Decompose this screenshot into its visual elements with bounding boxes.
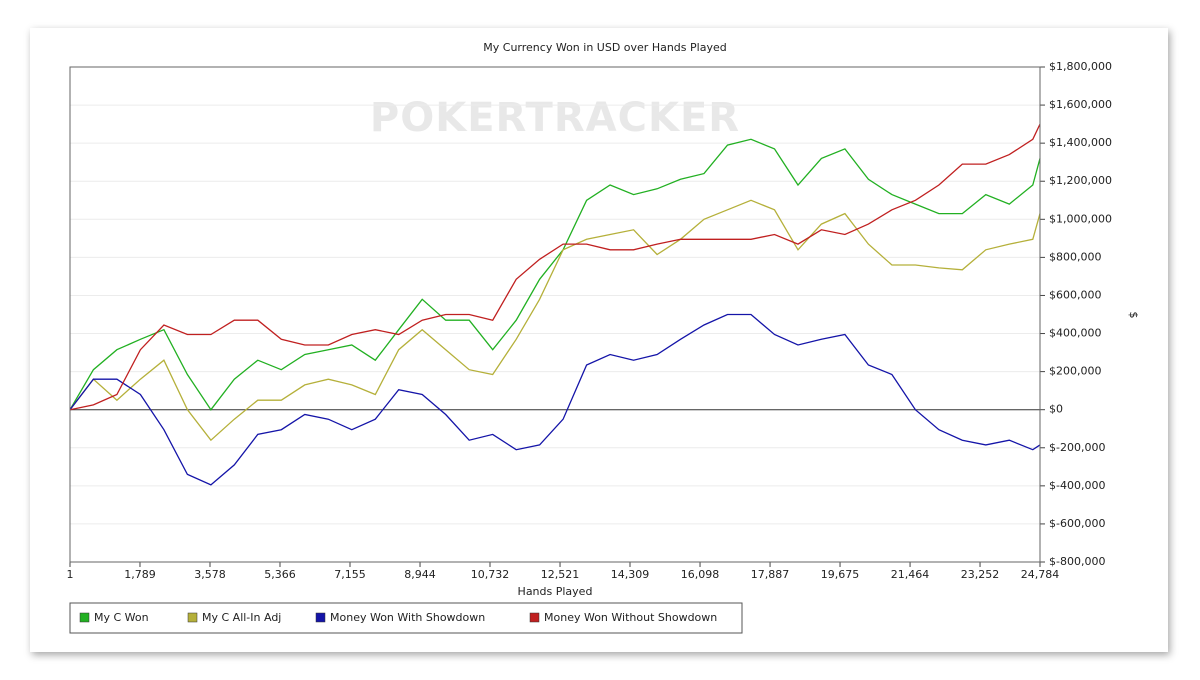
x-tick-label: 1,789 <box>124 568 156 581</box>
legend-swatch <box>187 612 198 623</box>
x-tick-label: 8,944 <box>404 568 436 581</box>
x-tick-label: 17,887 <box>751 568 790 581</box>
x-tick-label: 10,732 <box>471 568 510 581</box>
y-tick-label: $400,000 <box>1049 327 1102 340</box>
legend-label: My C Won <box>94 611 149 624</box>
y-tick-label: $200,000 <box>1049 365 1102 378</box>
x-tick-label: 3,578 <box>194 568 226 581</box>
chart-title: My Currency Won in USD over Hands Played <box>483 41 726 54</box>
y-tick-label: $1,200,000 <box>1049 174 1112 187</box>
x-tick-label: 23,252 <box>961 568 1000 581</box>
legend-swatch <box>79 612 90 623</box>
y-tick-label: $0 <box>1049 403 1063 416</box>
legend-label: Money Won With Showdown <box>330 611 485 624</box>
series-line <box>69 199 1041 442</box>
legend-swatch <box>529 612 540 623</box>
y-tick-label: $1,400,000 <box>1049 136 1112 149</box>
y-tick-label: $1,600,000 <box>1049 98 1112 111</box>
y-tick-label: $600,000 <box>1049 288 1102 301</box>
legend-label: Money Won Without Showdown <box>544 611 717 624</box>
x-tick-label: 12,521 <box>541 568 580 581</box>
x-axis-label: Hands Played <box>518 585 593 598</box>
series-line <box>69 313 1041 486</box>
y-axis-label: $ <box>1127 312 1140 319</box>
series-line <box>69 123 1041 411</box>
x-tick-label: 24,784 <box>1021 568 1060 581</box>
x-tick-label: 5,366 <box>264 568 296 581</box>
legend-swatch <box>315 612 326 623</box>
watermark: POKERTRACKER <box>370 95 740 141</box>
legend-label: My C All-In Adj <box>202 611 281 624</box>
x-tick-label: 16,098 <box>681 568 720 581</box>
x-tick-label: 19,675 <box>821 568 860 581</box>
y-tick-label: $1,800,000 <box>1049 60 1112 73</box>
legend <box>69 602 743 634</box>
x-tick-label: 21,464 <box>891 568 930 581</box>
y-tick-label: $800,000 <box>1049 250 1102 263</box>
y-tick-label: $-800,000 <box>1049 555 1105 568</box>
plot-border <box>69 66 1041 563</box>
y-tick-label: $-400,000 <box>1049 479 1105 492</box>
y-tick-label: $-600,000 <box>1049 517 1105 530</box>
x-tick-label: 7,155 <box>334 568 366 581</box>
y-tick-label: $-200,000 <box>1049 441 1105 454</box>
x-tick-label: 14,309 <box>611 568 650 581</box>
x-tick-label: 1 <box>67 568 74 581</box>
plot-area <box>69 66 1041 563</box>
y-tick-label: $1,000,000 <box>1049 212 1112 225</box>
